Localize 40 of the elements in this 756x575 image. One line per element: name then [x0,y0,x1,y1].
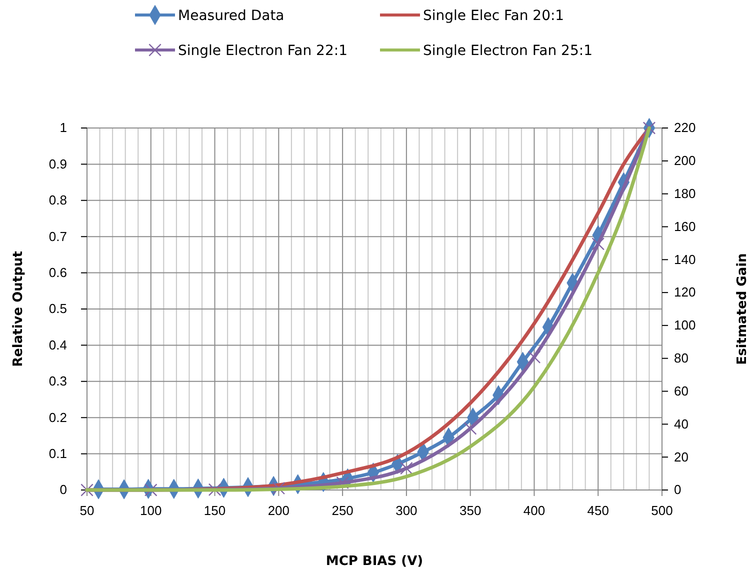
legend-label: Single Electron Fan 25:1 [423,43,592,59]
y2-tick-label: 220 [674,120,696,136]
y-tick-label: 0.7 [48,228,67,244]
y-tick-label: 0.1 [48,446,67,461]
x-tick-label: 500 [651,503,673,518]
x-tick-label: 200 [268,503,290,518]
y2-tick-label: 80 [674,350,688,366]
x-tick-label: 400 [523,503,546,518]
y2-tick-label: 0 [674,482,682,498]
y-tick-label: 0 [60,482,67,498]
y-tick-label: 0.2 [48,410,67,425]
y-tick-label: 0.8 [48,192,67,208]
y2-tick-label: 100 [674,318,696,333]
y2-tick-label: 180 [674,186,696,201]
y-tick-label: 0.4 [48,337,67,352]
x-tick-label: 450 [587,503,609,518]
y-axis-title: Relative Output [11,251,26,367]
y2-axis-title: Esitmated Gain [735,253,750,365]
y-tick-label: 0.5 [48,301,67,316]
x-tick-label: 350 [459,503,482,518]
y-tick-label: 0.9 [48,156,67,172]
y2-tick-label: 120 [674,284,696,300]
y-tick-label: 1 [60,120,67,136]
y2-tick-label: 60 [674,383,688,398]
x-tick-label: 300 [396,503,418,518]
y-tick-label: 0.6 [48,264,67,280]
y2-tick-label: 140 [674,252,696,267]
x-tick-label: 150 [204,503,226,518]
y2-tick-label: 200 [674,153,696,168]
x-tick-label: 50 [80,503,94,518]
legend-label: Single Electron Fan 22:1 [178,43,348,59]
y2-tick-label: 20 [674,449,688,464]
legend-label: Single Elec Fan 20:1 [423,8,564,24]
x-tick-label: 100 [140,503,162,518]
x-tick-label: 250 [332,503,354,518]
y-tick-label: 0.3 [48,374,67,389]
legend-label: Measured Data [178,8,284,24]
y2-tick-label: 160 [674,218,696,234]
y2-tick-label: 40 [674,416,688,432]
x-axis-title: MCP BIAS (V) [326,554,424,569]
